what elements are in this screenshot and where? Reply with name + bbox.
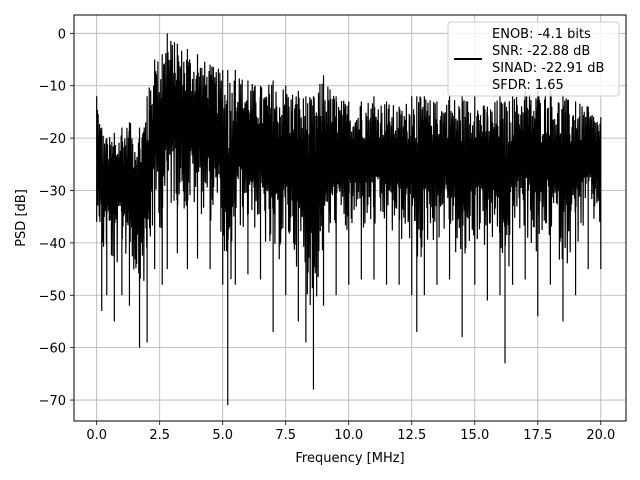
legend-snr: SNR: -22.88 dB bbox=[492, 44, 590, 59]
y-tick-label: −40 bbox=[39, 237, 66, 252]
x-axis-ticks: 0.0 2.5 5.0 7.5 10.0 12.5 15.0 17.5 20.0 bbox=[86, 421, 615, 443]
legend-box bbox=[447, 21, 620, 97]
y-axis-ticks: 0 −10 −20 −30 −40 −50 −60 −70 bbox=[39, 27, 74, 409]
psd-series bbox=[96, 33, 602, 406]
x-tick-label: 7.5 bbox=[275, 428, 296, 443]
legend-sfdr: SFDR: 1.65 bbox=[492, 78, 564, 93]
x-tick-label: 15.0 bbox=[460, 428, 489, 443]
y-tick-label: −10 bbox=[39, 80, 66, 95]
y-tick-label: −60 bbox=[39, 342, 66, 357]
legend-enob: ENOB: -4.1 bits bbox=[492, 27, 591, 42]
x-tick-label: 0.0 bbox=[86, 428, 107, 443]
legend: ENOB: -4.1 bits SNR: -22.88 dB SINAD: -2… bbox=[447, 21, 620, 97]
y-tick-label: −50 bbox=[39, 289, 66, 304]
x-tick-label: 17.5 bbox=[523, 428, 552, 443]
x-tick-label: 12.5 bbox=[397, 428, 426, 443]
x-tick-label: 20.0 bbox=[586, 428, 615, 443]
x-tick-label: 5.0 bbox=[212, 428, 233, 443]
y-tick-label: −70 bbox=[39, 394, 66, 409]
psd-trace-line bbox=[96, 33, 602, 406]
y-tick-label: 0 bbox=[58, 27, 66, 42]
x-tick-label: 10.0 bbox=[334, 428, 363, 443]
y-axis-label: PSD [dB] bbox=[14, 189, 29, 247]
axes-frame bbox=[73, 14, 627, 422]
legend-sinad: SINAD: -22.91 dB bbox=[492, 61, 604, 76]
x-axis-label: Frequency [MHz] bbox=[295, 451, 404, 466]
y-tick-label: −20 bbox=[39, 132, 66, 147]
x-tick-label: 2.5 bbox=[149, 428, 170, 443]
y-tick-label: −30 bbox=[39, 184, 66, 199]
